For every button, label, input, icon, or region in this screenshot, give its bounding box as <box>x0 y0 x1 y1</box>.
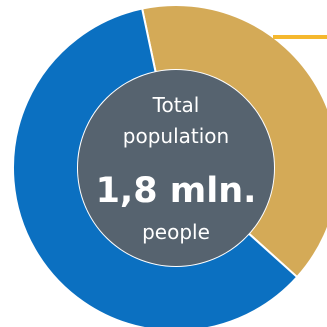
center-disc <box>78 70 274 266</box>
total-population-value: 1,8 mln. <box>96 171 257 211</box>
center-unit-label: people <box>142 220 210 244</box>
center-label-line1: Total <box>152 93 200 117</box>
center-label-line2: population <box>123 124 229 148</box>
